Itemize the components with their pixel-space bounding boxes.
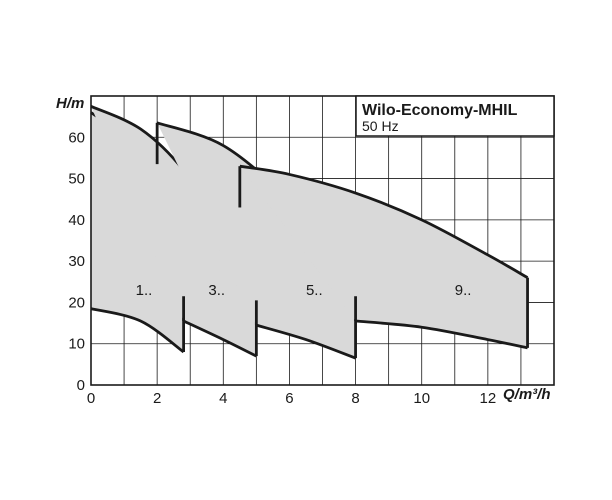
y-tick-label: 50 [68, 171, 85, 188]
chart-subtitle: 50 Hz [362, 118, 399, 134]
region-label-4: 9.. [455, 282, 472, 299]
y-axis-title: H/m [56, 95, 84, 112]
x-tick-label: 12 [480, 390, 497, 407]
y-tick-label: 10 [68, 336, 85, 353]
x-tick-label: 8 [351, 390, 359, 407]
y-tick-label: 60 [68, 129, 85, 146]
x-tick-label: 10 [413, 390, 430, 407]
y-tick-label: 30 [68, 253, 85, 270]
region-fill-4 [239, 166, 528, 348]
title-box [355, 95, 555, 137]
y-tick-label: 20 [68, 294, 85, 311]
chart-title: Wilo-Economy-MHIL [362, 102, 518, 119]
lower-curve-3 [255, 323, 357, 360]
region-label-3: 5.. [306, 282, 323, 299]
region-label-2: 3.. [208, 282, 225, 299]
x-tick-label: 6 [285, 390, 293, 407]
x-tick-label: 4 [219, 390, 227, 407]
upper-curve-4 [239, 164, 529, 279]
lower-curve-1 [90, 307, 185, 354]
x-tick-label: 0 [87, 390, 95, 407]
curve-regions: 1.. 3.. 5.. 9.. [90, 105, 529, 360]
region-fill-1 [91, 112, 184, 352]
plot-border [90, 95, 555, 386]
plot-frame [90, 95, 555, 386]
y-tick-label: 40 [68, 212, 85, 229]
lower-curve-2 [183, 319, 257, 358]
region-fill-2 [91, 106, 257, 357]
lower-curve-4 [355, 319, 528, 350]
region-label-1: 1.. [136, 282, 153, 299]
y-tick-label: 0 [77, 377, 85, 394]
x-tick-label: 2 [153, 390, 161, 407]
x-axis-title: Q/m³/h [503, 386, 551, 403]
region-fill-3 [157, 122, 356, 359]
tick-labels: 0 2 4 6 8 10 12 0 10 20 30 40 50 60 [68, 129, 496, 407]
